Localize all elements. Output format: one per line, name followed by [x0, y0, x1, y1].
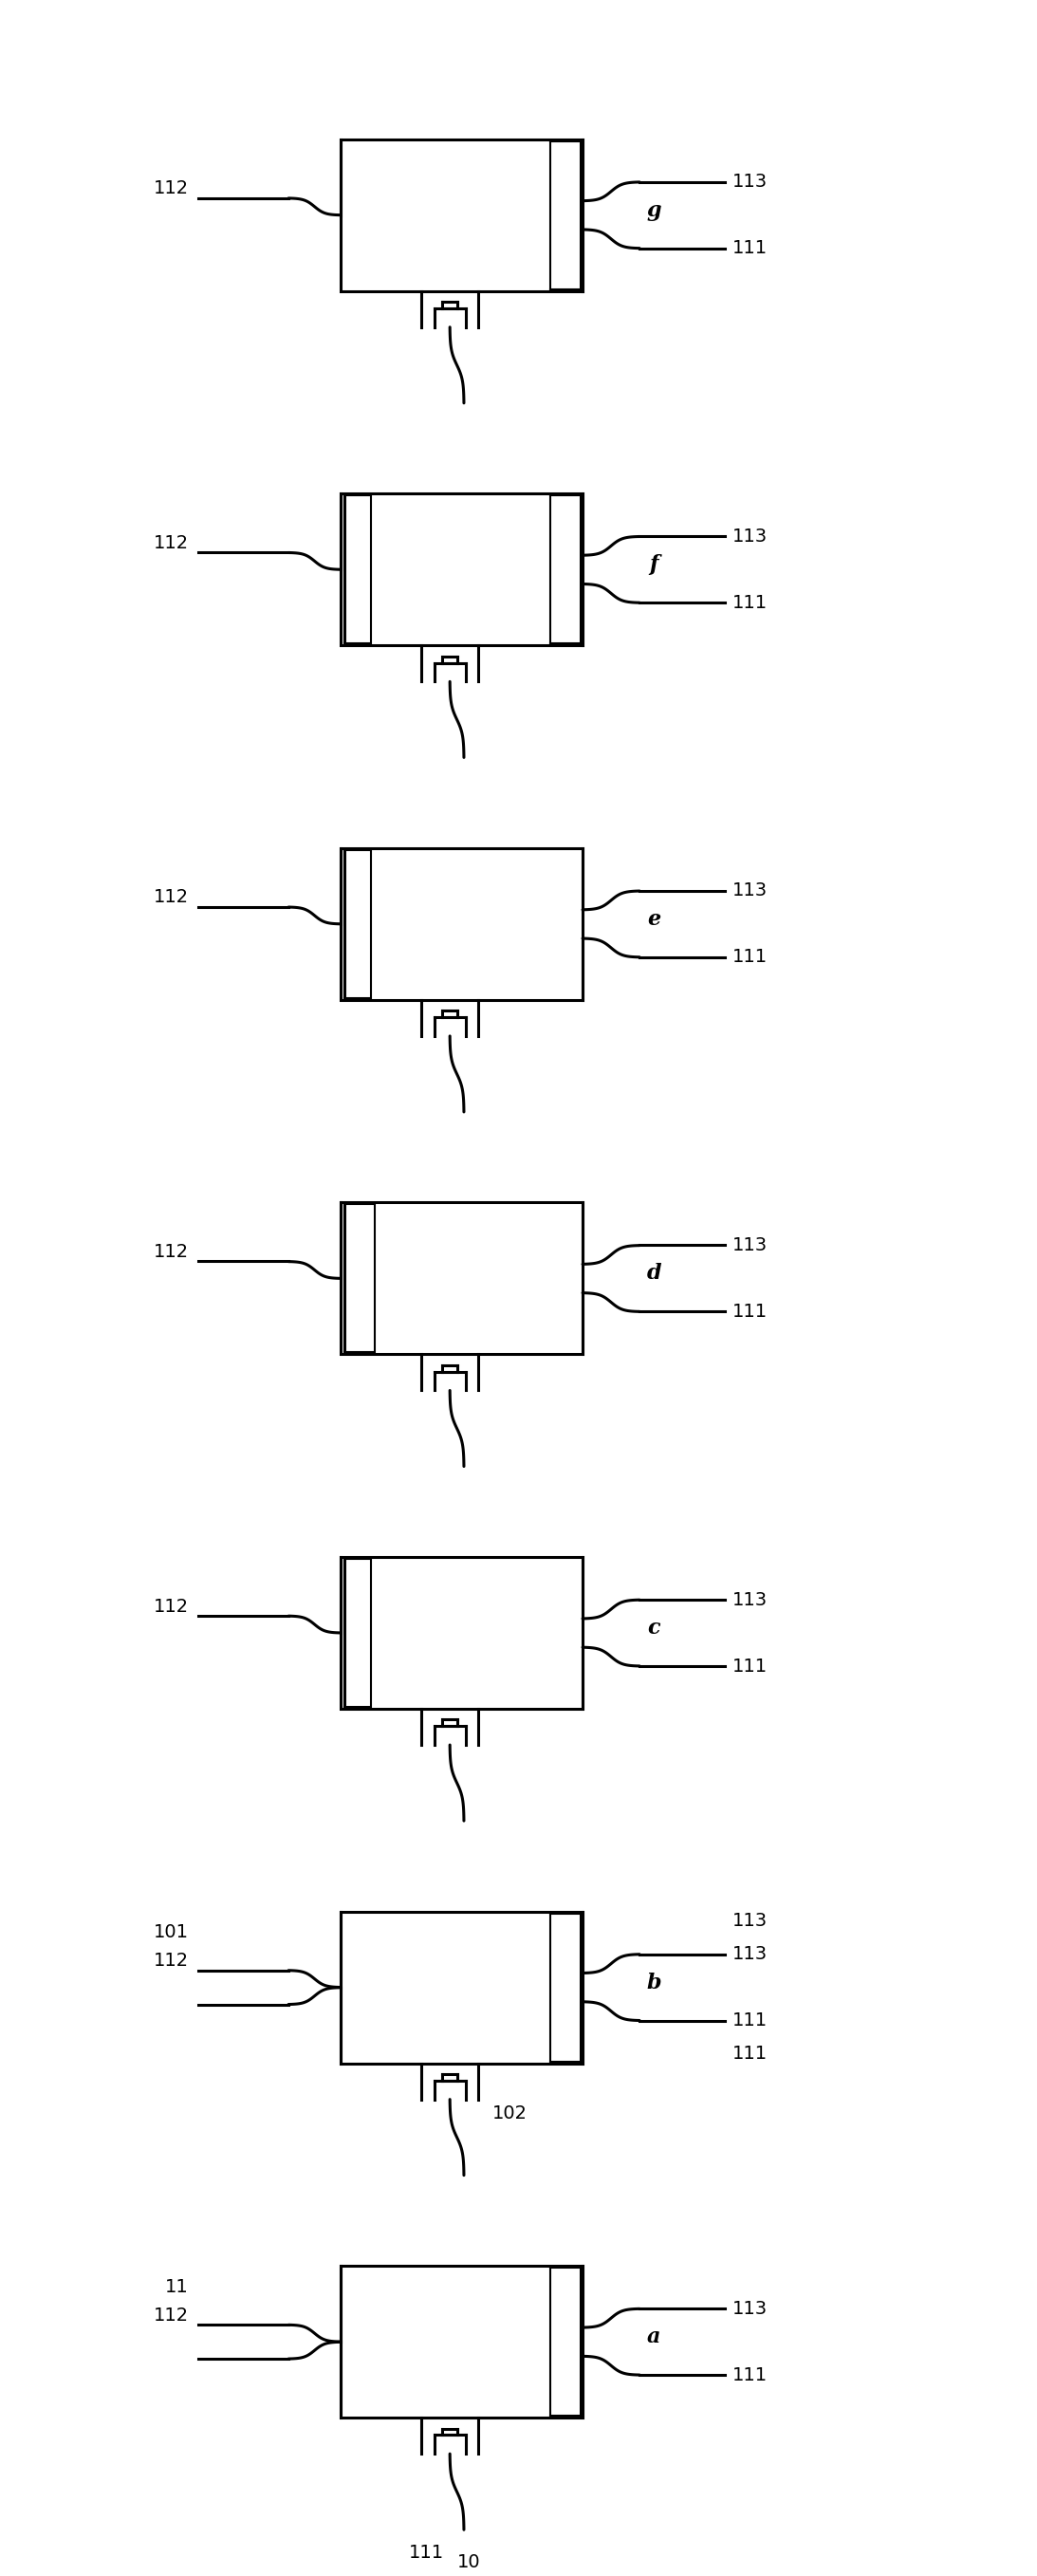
Text: 112: 112	[153, 533, 189, 551]
Text: 112: 112	[153, 1953, 189, 1971]
Text: 112: 112	[153, 180, 189, 198]
Text: c: c	[647, 1618, 661, 1638]
Text: 102: 102	[493, 2105, 528, 2123]
Text: 111: 111	[732, 1656, 767, 1674]
Text: a: a	[647, 2326, 661, 2347]
Text: 113: 113	[732, 2300, 767, 2318]
Text: g: g	[646, 201, 662, 222]
Text: 10: 10	[457, 2553, 480, 2571]
Text: 111: 111	[732, 595, 767, 613]
Text: b: b	[646, 1973, 662, 1994]
Text: 111: 111	[732, 2365, 767, 2383]
Text: d: d	[646, 1262, 662, 1285]
Text: 11: 11	[165, 2277, 189, 2295]
Text: 111: 111	[732, 240, 767, 258]
Text: 113: 113	[732, 173, 767, 191]
Text: 113: 113	[732, 1236, 767, 1255]
Text: 101: 101	[153, 1924, 189, 1942]
Text: 112: 112	[153, 1244, 189, 1262]
Text: 111: 111	[732, 1303, 767, 1321]
Text: 111: 111	[732, 948, 767, 966]
Text: 113: 113	[732, 1945, 767, 1963]
Text: 112: 112	[153, 1597, 189, 1615]
Text: 113: 113	[732, 1911, 767, 1929]
Text: 112: 112	[153, 889, 189, 907]
Text: e: e	[647, 909, 661, 930]
Text: 111: 111	[732, 2045, 767, 2063]
Text: f: f	[649, 554, 658, 574]
Text: 111: 111	[732, 2012, 767, 2030]
Text: 113: 113	[732, 1592, 767, 1610]
Text: 113: 113	[732, 881, 767, 899]
Text: 112: 112	[153, 2306, 189, 2324]
Text: 113: 113	[732, 528, 767, 546]
Text: 111: 111	[409, 2545, 444, 2563]
